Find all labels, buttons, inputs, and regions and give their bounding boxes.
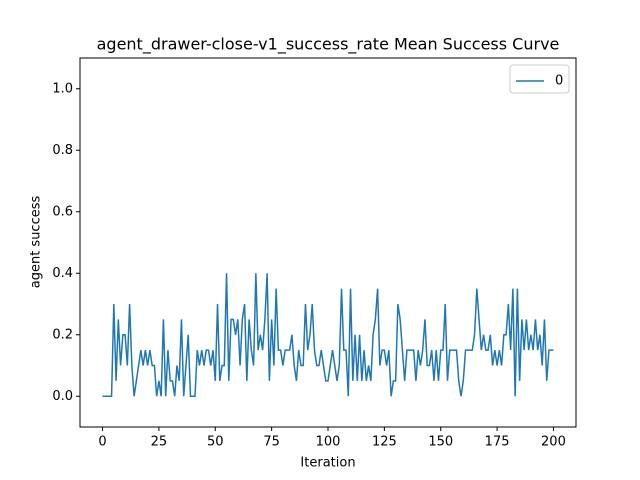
x-axis-label: Iteration bbox=[300, 456, 355, 471]
data-line bbox=[102, 273, 554, 397]
y-tick-label: 0.2 bbox=[52, 327, 73, 342]
x-tick-label: 150 bbox=[428, 435, 453, 450]
legend-label: 0 bbox=[555, 74, 563, 89]
x-tick-label: 0 bbox=[98, 435, 106, 450]
legend-box bbox=[509, 64, 570, 94]
y-axis-label: agent success bbox=[29, 196, 44, 289]
x-tick-label: 75 bbox=[263, 435, 280, 450]
x-tick-label: 50 bbox=[207, 435, 224, 450]
plot-frame bbox=[79, 57, 577, 428]
x-tick-label: 200 bbox=[541, 435, 566, 450]
y-tick-label: 0.4 bbox=[52, 266, 73, 281]
y-tick-label: 0.8 bbox=[52, 143, 73, 158]
y-tick-label: 0.0 bbox=[52, 389, 73, 404]
chart-title: agent_drawer-close-v1_success_rate Mean … bbox=[97, 35, 560, 55]
x-tick-label: 100 bbox=[316, 435, 341, 450]
y-tick-label: 0.6 bbox=[52, 204, 73, 219]
x-tick-label: 25 bbox=[151, 435, 168, 450]
x-tick-label: 125 bbox=[372, 435, 397, 450]
y-tick-label: 1.0 bbox=[52, 81, 73, 96]
x-tick-label: 175 bbox=[485, 435, 510, 450]
